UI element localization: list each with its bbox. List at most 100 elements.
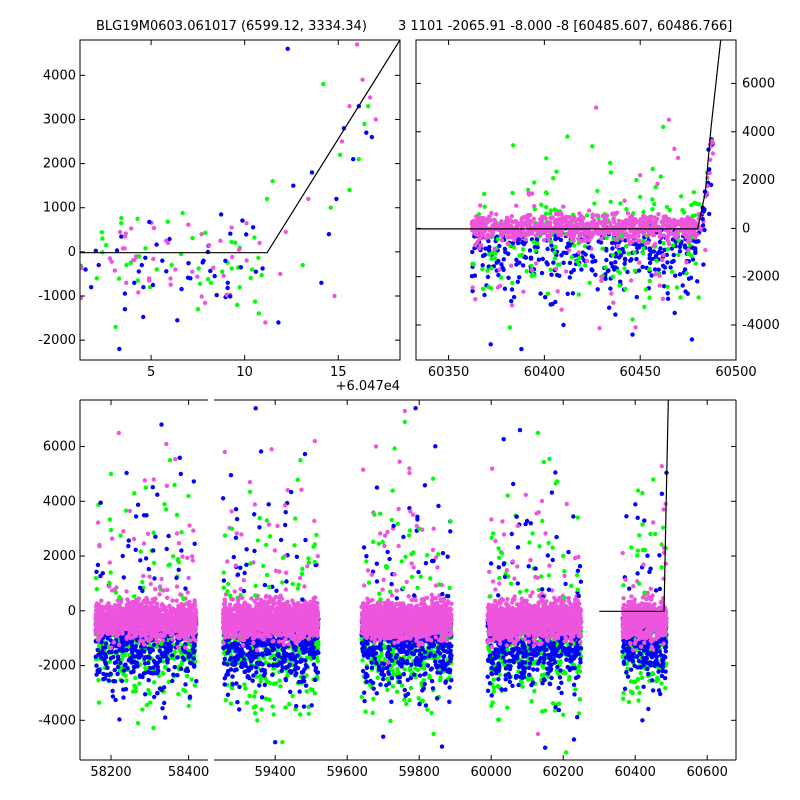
data-point-magenta xyxy=(111,640,117,645)
data-point-magenta xyxy=(652,221,657,227)
data-point-magenta xyxy=(589,220,594,225)
data-point-green xyxy=(220,269,225,274)
data-point-outlier xyxy=(117,595,122,600)
data-point-magenta xyxy=(566,231,571,237)
data-point-outlier xyxy=(138,549,143,554)
data-point-blue xyxy=(494,260,499,265)
data-point-blue xyxy=(506,275,511,280)
data-point-green xyxy=(610,274,616,279)
panel-zoom-frame xyxy=(79,39,401,361)
data-point-magenta xyxy=(470,285,475,290)
data-point-magenta xyxy=(525,229,530,234)
data-point-outlier xyxy=(107,517,113,522)
data-point xyxy=(223,258,228,263)
data-point-green xyxy=(498,275,504,280)
data-point-magenta xyxy=(523,237,529,242)
data-point-blue xyxy=(618,253,623,258)
data-point-magenta xyxy=(593,229,599,234)
data-point-blue xyxy=(165,660,170,665)
data-point-magenta xyxy=(94,621,99,627)
data-point-green xyxy=(169,262,174,268)
data-point xyxy=(151,256,156,262)
data-point-blue xyxy=(655,250,661,256)
data-point-magenta xyxy=(153,587,158,592)
data-point-magenta xyxy=(664,223,670,228)
data-point-blue xyxy=(509,287,515,292)
data-point-magenta xyxy=(672,146,677,151)
data-point-magenta xyxy=(185,616,191,621)
data-point-magenta xyxy=(492,246,497,252)
data-point-blue xyxy=(108,656,114,661)
data-point-outlier xyxy=(93,575,99,581)
data-point-green xyxy=(263,696,269,701)
data-point-green xyxy=(647,266,652,272)
data-point-blue xyxy=(668,265,673,270)
data-point-green xyxy=(186,703,191,709)
data-point-magenta xyxy=(174,627,179,633)
data-point-blue xyxy=(515,279,520,284)
data-point-magenta xyxy=(94,631,99,637)
data-point xyxy=(122,246,127,251)
zoom-ytick-label: 4000 xyxy=(43,68,76,83)
data-point-magenta xyxy=(526,192,532,197)
data-point-green xyxy=(192,683,197,688)
data-point-magenta xyxy=(624,222,630,227)
data-point-blue xyxy=(191,643,196,648)
data-point xyxy=(205,249,211,255)
data-point-magenta xyxy=(347,104,352,109)
data-point-green xyxy=(530,271,535,277)
data-point-magenta xyxy=(710,151,716,156)
data-point-blue xyxy=(517,275,522,280)
data-point-green xyxy=(693,261,699,266)
data-point-magenta xyxy=(112,609,118,615)
data-point-green xyxy=(576,262,582,267)
data-point-blue xyxy=(142,649,147,654)
data-point-green xyxy=(616,249,622,254)
data-point-blue xyxy=(545,246,550,252)
recent-ytick-label: 4000 xyxy=(742,125,775,140)
data-point-blue xyxy=(561,260,566,265)
data-point-blue xyxy=(222,682,227,687)
data-point-blue xyxy=(693,246,698,251)
data-point-magenta xyxy=(489,233,494,238)
data-point xyxy=(80,295,84,301)
data-point-outlier xyxy=(100,571,106,576)
recent-xtick-label: 60400 xyxy=(524,365,565,380)
data-point-blue xyxy=(640,264,645,270)
data-point-magenta xyxy=(600,213,605,219)
data-point-blue xyxy=(238,265,244,270)
data-point-magenta xyxy=(521,289,526,294)
data-point-outlier xyxy=(161,588,166,593)
data-point-blue xyxy=(171,672,176,677)
data-point-blue xyxy=(634,294,639,300)
data-point-green xyxy=(337,152,343,157)
data-point-green xyxy=(587,280,592,285)
zoom-xtick-label: 10 xyxy=(236,365,253,380)
data-point-blue xyxy=(480,263,485,268)
data-point-outlier xyxy=(190,558,195,563)
data-point-blue xyxy=(237,684,242,690)
data-point-magenta xyxy=(661,253,666,258)
data-point-magenta xyxy=(633,325,638,330)
data-point-magenta xyxy=(683,232,689,237)
data-point xyxy=(168,282,173,287)
data-point-magenta xyxy=(563,218,568,224)
data-point xyxy=(214,292,219,298)
data-point-magenta xyxy=(192,598,197,603)
data-point-green xyxy=(520,247,526,252)
data-point xyxy=(135,216,140,221)
zoom-ytick-label: 2000 xyxy=(43,157,76,172)
data-point-outlier xyxy=(148,581,153,587)
data-point xyxy=(117,229,123,235)
data-point-blue xyxy=(170,678,175,684)
data-point-blue xyxy=(604,257,609,263)
data-point-magenta xyxy=(99,608,105,613)
data-point-magenta xyxy=(236,247,242,252)
data-point-magenta xyxy=(218,238,223,243)
data-point-green xyxy=(195,307,201,312)
data-point-green xyxy=(488,286,494,291)
data-point-blue xyxy=(657,239,663,245)
data-point-blue xyxy=(175,318,180,323)
data-point-outlier xyxy=(109,536,115,541)
data-point-blue xyxy=(146,646,151,651)
